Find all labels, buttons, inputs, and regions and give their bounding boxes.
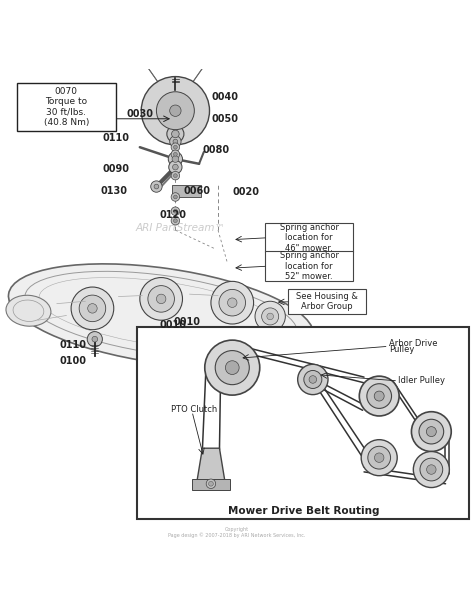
Circle shape xyxy=(170,136,181,147)
Circle shape xyxy=(413,452,449,488)
Text: Spring anchor
location for
46" mower.: Spring anchor location for 46" mower. xyxy=(280,223,339,253)
Circle shape xyxy=(225,360,239,375)
Circle shape xyxy=(156,294,166,304)
Text: PTO Clutch: PTO Clutch xyxy=(171,405,217,414)
Circle shape xyxy=(298,364,328,395)
Circle shape xyxy=(172,130,179,138)
Circle shape xyxy=(173,174,177,177)
Circle shape xyxy=(427,465,436,474)
Text: 0110: 0110 xyxy=(60,340,87,350)
Text: 0080: 0080 xyxy=(202,144,229,155)
Circle shape xyxy=(169,160,182,174)
Circle shape xyxy=(209,482,213,486)
Polygon shape xyxy=(197,448,225,483)
Text: 0100: 0100 xyxy=(60,356,87,367)
Circle shape xyxy=(427,427,436,436)
Circle shape xyxy=(167,125,184,143)
Circle shape xyxy=(173,152,177,156)
Circle shape xyxy=(173,164,178,170)
Circle shape xyxy=(173,145,177,149)
FancyBboxPatch shape xyxy=(265,252,353,281)
FancyBboxPatch shape xyxy=(17,83,116,130)
FancyBboxPatch shape xyxy=(137,327,469,520)
Circle shape xyxy=(255,301,285,332)
Circle shape xyxy=(88,304,97,313)
Text: 0060: 0060 xyxy=(183,186,210,196)
Circle shape xyxy=(171,217,180,225)
Circle shape xyxy=(206,479,216,488)
Circle shape xyxy=(173,139,178,144)
Circle shape xyxy=(374,391,384,401)
Circle shape xyxy=(368,446,391,469)
Text: Arbor Drive: Arbor Drive xyxy=(389,340,437,348)
Text: 0020: 0020 xyxy=(233,187,260,197)
Circle shape xyxy=(228,298,237,307)
Circle shape xyxy=(171,193,180,201)
Text: 0030: 0030 xyxy=(127,109,153,119)
Circle shape xyxy=(219,289,246,316)
Text: See Housing &
Arbor Group: See Housing & Arbor Group xyxy=(296,292,358,312)
Circle shape xyxy=(262,308,279,325)
Circle shape xyxy=(309,376,317,383)
Circle shape xyxy=(419,419,444,444)
Circle shape xyxy=(140,278,182,320)
Text: 0110: 0110 xyxy=(103,133,129,143)
Circle shape xyxy=(211,282,254,324)
Circle shape xyxy=(215,351,249,385)
Circle shape xyxy=(173,195,177,199)
Text: 0070
Torque to
30 ft/lbs.
(40.8 Nm): 0070 Torque to 30 ft/lbs. (40.8 Nm) xyxy=(44,87,89,127)
FancyBboxPatch shape xyxy=(192,479,230,490)
Circle shape xyxy=(173,209,177,213)
FancyBboxPatch shape xyxy=(172,185,201,196)
Circle shape xyxy=(92,337,98,342)
Circle shape xyxy=(171,150,180,159)
Text: Mower Drive Belt Routing: Mower Drive Belt Routing xyxy=(228,506,379,516)
FancyBboxPatch shape xyxy=(265,223,353,252)
Text: 0010: 0010 xyxy=(174,317,201,327)
Circle shape xyxy=(205,340,260,395)
Circle shape xyxy=(171,207,180,215)
Circle shape xyxy=(87,332,102,347)
Circle shape xyxy=(267,313,273,319)
Circle shape xyxy=(154,184,159,189)
Circle shape xyxy=(141,76,210,145)
Text: Spring anchor
location for
52" mower.: Spring anchor location for 52" mower. xyxy=(280,252,339,281)
Text: 0090: 0090 xyxy=(103,163,129,174)
Circle shape xyxy=(411,412,451,452)
Circle shape xyxy=(361,439,397,476)
Circle shape xyxy=(367,384,392,408)
Circle shape xyxy=(172,155,179,162)
Circle shape xyxy=(304,370,322,389)
Circle shape xyxy=(79,295,106,322)
Circle shape xyxy=(151,181,162,192)
Circle shape xyxy=(171,143,180,152)
Ellipse shape xyxy=(9,264,314,367)
Circle shape xyxy=(171,171,180,180)
FancyBboxPatch shape xyxy=(288,289,366,314)
Circle shape xyxy=(374,453,384,463)
Circle shape xyxy=(170,105,181,116)
Text: 0010: 0010 xyxy=(160,320,186,330)
Text: Idler Pulley: Idler Pulley xyxy=(398,376,445,386)
Text: Pulley: Pulley xyxy=(389,345,414,354)
Text: Copyright
Page design © 2007-2018 by ARI Network Services, Inc.: Copyright Page design © 2007-2018 by ARI… xyxy=(168,527,306,539)
Text: 0050: 0050 xyxy=(212,114,238,124)
Circle shape xyxy=(173,218,177,223)
Circle shape xyxy=(420,458,443,481)
Text: 0120: 0120 xyxy=(160,210,186,220)
Circle shape xyxy=(71,287,114,330)
Circle shape xyxy=(148,286,174,312)
Ellipse shape xyxy=(6,295,51,326)
Text: 0130: 0130 xyxy=(100,186,127,196)
Circle shape xyxy=(168,152,182,166)
Text: 0040: 0040 xyxy=(212,92,238,102)
Text: ARI PartStream™: ARI PartStream™ xyxy=(135,223,225,233)
Circle shape xyxy=(359,376,399,416)
Circle shape xyxy=(156,92,194,130)
